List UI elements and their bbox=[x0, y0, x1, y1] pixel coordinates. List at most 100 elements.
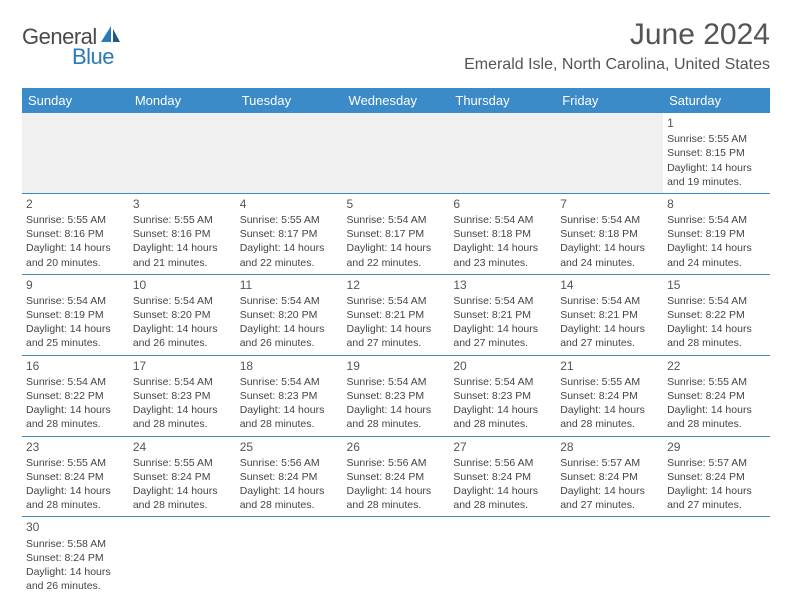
day-info-line: Daylight: 14 hours bbox=[560, 484, 659, 498]
day-info-line: Sunset: 8:21 PM bbox=[347, 308, 446, 322]
calendar-cell: 14Sunrise: 5:54 AMSunset: 8:21 PMDayligh… bbox=[556, 274, 663, 355]
day-info-line: Daylight: 14 hours bbox=[133, 241, 232, 255]
day-number: 10 bbox=[133, 277, 232, 293]
day-info-line: Sunset: 8:16 PM bbox=[133, 227, 232, 241]
day-info-line: Sunrise: 5:54 AM bbox=[240, 294, 339, 308]
day-info-line: and 28 minutes. bbox=[560, 417, 659, 431]
calendar-cell bbox=[343, 517, 450, 597]
day-info-line: Sunset: 8:24 PM bbox=[240, 470, 339, 484]
day-info-line: and 26 minutes. bbox=[133, 336, 232, 350]
calendar-header-row: SundayMondayTuesdayWednesdayThursdayFrid… bbox=[22, 88, 770, 113]
day-number: 16 bbox=[26, 358, 125, 374]
logo-text-blue: Blue bbox=[72, 44, 114, 69]
calendar-cell bbox=[556, 517, 663, 597]
day-info-line: Daylight: 14 hours bbox=[240, 403, 339, 417]
calendar-cell: 4Sunrise: 5:55 AMSunset: 8:17 PMDaylight… bbox=[236, 193, 343, 274]
day-header: Saturday bbox=[663, 88, 770, 113]
day-info-line: and 28 minutes. bbox=[133, 498, 232, 512]
day-header: Wednesday bbox=[343, 88, 450, 113]
day-info-line: Sunrise: 5:54 AM bbox=[453, 213, 552, 227]
day-info-line: Sunset: 8:16 PM bbox=[26, 227, 125, 241]
day-info-line: and 27 minutes. bbox=[560, 498, 659, 512]
day-info-line: Daylight: 14 hours bbox=[240, 322, 339, 336]
day-info-line: Sunrise: 5:54 AM bbox=[453, 294, 552, 308]
day-info-line: Sunset: 8:24 PM bbox=[560, 389, 659, 403]
calendar-body: 1Sunrise: 5:55 AMSunset: 8:15 PMDaylight… bbox=[22, 113, 770, 597]
day-info-line: Sunrise: 5:54 AM bbox=[240, 375, 339, 389]
calendar-cell: 16Sunrise: 5:54 AMSunset: 8:22 PMDayligh… bbox=[22, 355, 129, 436]
day-info-line: and 23 minutes. bbox=[453, 256, 552, 270]
calendar-row: 16Sunrise: 5:54 AMSunset: 8:22 PMDayligh… bbox=[22, 355, 770, 436]
day-header: Tuesday bbox=[236, 88, 343, 113]
calendar-cell: 25Sunrise: 5:56 AMSunset: 8:24 PMDayligh… bbox=[236, 436, 343, 517]
day-info-line: Sunrise: 5:54 AM bbox=[133, 294, 232, 308]
day-info-line: Sunset: 8:20 PM bbox=[240, 308, 339, 322]
day-info-line: Daylight: 14 hours bbox=[26, 565, 125, 579]
calendar-row: 30Sunrise: 5:58 AMSunset: 8:24 PMDayligh… bbox=[22, 517, 770, 597]
day-number: 21 bbox=[560, 358, 659, 374]
day-info-line: and 28 minutes. bbox=[26, 417, 125, 431]
day-info-line: Sunset: 8:22 PM bbox=[26, 389, 125, 403]
day-number: 19 bbox=[347, 358, 446, 374]
day-info-line: Daylight: 14 hours bbox=[453, 484, 552, 498]
calendar-cell: 9Sunrise: 5:54 AMSunset: 8:19 PMDaylight… bbox=[22, 274, 129, 355]
day-info-line: Sunrise: 5:55 AM bbox=[240, 213, 339, 227]
day-info-line: Sunrise: 5:54 AM bbox=[133, 375, 232, 389]
day-info-line: Sunset: 8:18 PM bbox=[560, 227, 659, 241]
day-info-line: and 21 minutes. bbox=[133, 256, 232, 270]
day-number: 29 bbox=[667, 439, 766, 455]
day-number: 18 bbox=[240, 358, 339, 374]
day-info-line: and 28 minutes. bbox=[347, 498, 446, 512]
calendar-cell: 3Sunrise: 5:55 AMSunset: 8:16 PMDaylight… bbox=[129, 193, 236, 274]
day-info-line: and 28 minutes. bbox=[453, 498, 552, 512]
day-number: 3 bbox=[133, 196, 232, 212]
day-info-line: Daylight: 14 hours bbox=[240, 484, 339, 498]
calendar-cell bbox=[449, 113, 556, 193]
day-info-line: Daylight: 14 hours bbox=[26, 241, 125, 255]
month-title: June 2024 bbox=[464, 18, 770, 52]
day-info-line: and 24 minutes. bbox=[667, 256, 766, 270]
day-info-line: Sunset: 8:19 PM bbox=[26, 308, 125, 322]
calendar-cell bbox=[556, 113, 663, 193]
day-number: 11 bbox=[240, 277, 339, 293]
calendar-cell bbox=[236, 113, 343, 193]
calendar-cell bbox=[22, 113, 129, 193]
day-info-line: Daylight: 14 hours bbox=[453, 403, 552, 417]
day-info-line: and 28 minutes. bbox=[667, 417, 766, 431]
day-info-line: Daylight: 14 hours bbox=[133, 484, 232, 498]
day-number: 4 bbox=[240, 196, 339, 212]
location: Emerald Isle, North Carolina, United Sta… bbox=[464, 56, 770, 74]
day-header: Friday bbox=[556, 88, 663, 113]
calendar-cell: 7Sunrise: 5:54 AMSunset: 8:18 PMDaylight… bbox=[556, 193, 663, 274]
day-info-line: and 26 minutes. bbox=[26, 579, 125, 593]
day-number: 14 bbox=[560, 277, 659, 293]
calendar-cell: 15Sunrise: 5:54 AMSunset: 8:22 PMDayligh… bbox=[663, 274, 770, 355]
day-info-line: Daylight: 14 hours bbox=[667, 161, 766, 175]
calendar-cell: 30Sunrise: 5:58 AMSunset: 8:24 PMDayligh… bbox=[22, 517, 129, 597]
day-info-line: Daylight: 14 hours bbox=[26, 322, 125, 336]
calendar-cell: 10Sunrise: 5:54 AMSunset: 8:20 PMDayligh… bbox=[129, 274, 236, 355]
calendar-cell: 22Sunrise: 5:55 AMSunset: 8:24 PMDayligh… bbox=[663, 355, 770, 436]
day-info-line: Sunrise: 5:58 AM bbox=[26, 537, 125, 551]
day-info-line: and 26 minutes. bbox=[240, 336, 339, 350]
day-info-line: and 20 minutes. bbox=[26, 256, 125, 270]
day-info-line: Sunset: 8:17 PM bbox=[240, 227, 339, 241]
day-info-line: Sunset: 8:20 PM bbox=[133, 308, 232, 322]
calendar-cell: 24Sunrise: 5:55 AMSunset: 8:24 PMDayligh… bbox=[129, 436, 236, 517]
day-info-line: Sunrise: 5:54 AM bbox=[26, 375, 125, 389]
day-info-line: Daylight: 14 hours bbox=[347, 322, 446, 336]
day-info-line: Sunrise: 5:55 AM bbox=[560, 375, 659, 389]
day-info-line: Sunset: 8:24 PM bbox=[26, 551, 125, 565]
day-info-line: Sunrise: 5:54 AM bbox=[347, 375, 446, 389]
day-info-line: Daylight: 14 hours bbox=[133, 403, 232, 417]
day-info-line: Sunrise: 5:54 AM bbox=[667, 294, 766, 308]
day-number: 12 bbox=[347, 277, 446, 293]
day-info-line: and 28 minutes. bbox=[240, 417, 339, 431]
calendar-cell: 13Sunrise: 5:54 AMSunset: 8:21 PMDayligh… bbox=[449, 274, 556, 355]
day-info-line: Sunset: 8:24 PM bbox=[133, 470, 232, 484]
day-number: 1 bbox=[667, 115, 766, 131]
day-number: 15 bbox=[667, 277, 766, 293]
calendar-cell: 18Sunrise: 5:54 AMSunset: 8:23 PMDayligh… bbox=[236, 355, 343, 436]
day-info-line: Daylight: 14 hours bbox=[347, 403, 446, 417]
day-number: 24 bbox=[133, 439, 232, 455]
